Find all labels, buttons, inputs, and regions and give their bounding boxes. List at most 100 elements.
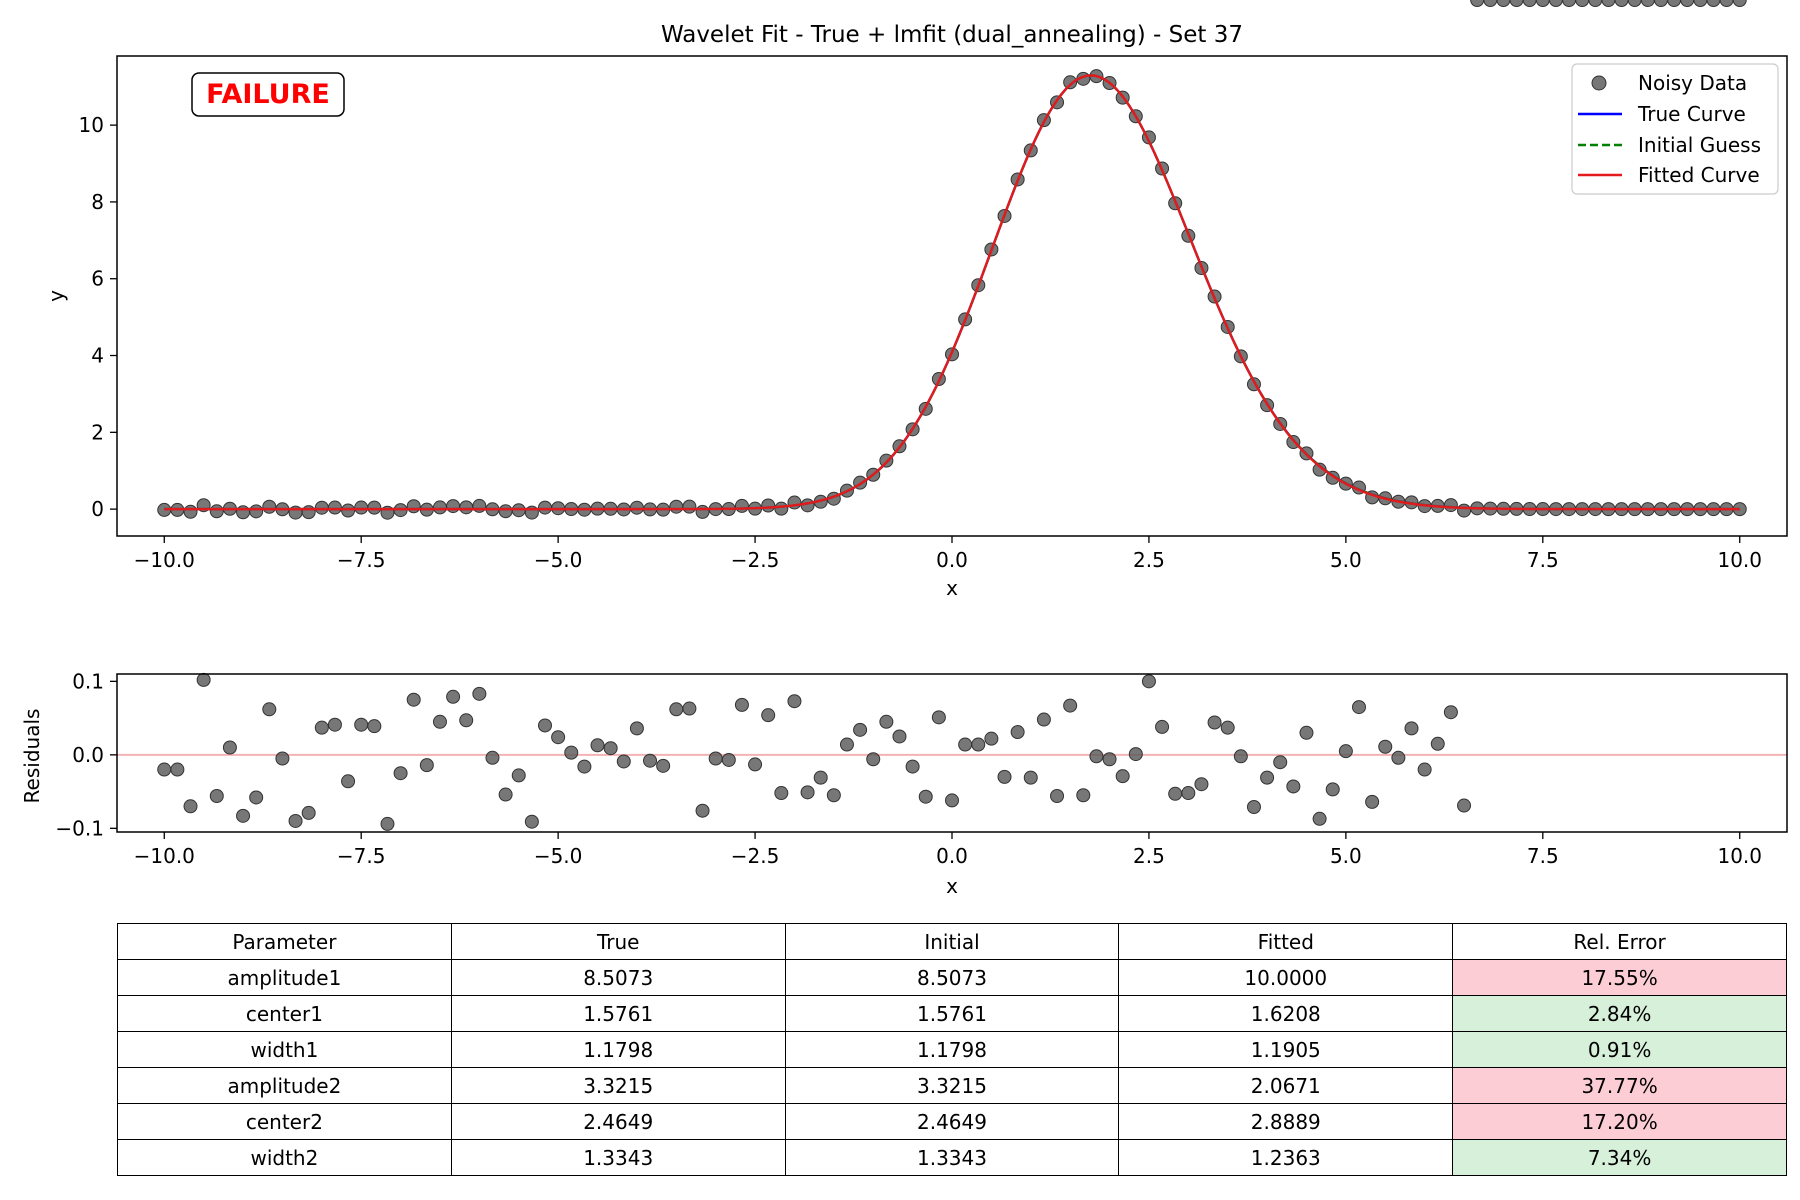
fitted-value-cell: 1.6208 bbox=[1118, 995, 1454, 1032]
noisy-data-point bbox=[262, 499, 277, 514]
residual-point bbox=[1141, 674, 1156, 689]
noisy-data-point bbox=[695, 504, 710, 519]
noisy-data-point bbox=[734, 498, 749, 513]
noisy-data-point bbox=[432, 500, 447, 515]
noisy-data-point bbox=[459, 500, 474, 515]
table-header-cell: Fitted bbox=[1118, 923, 1454, 960]
rel-error-cell: 17.20% bbox=[1452, 1103, 1787, 1140]
table-row: center1 1.5761 1.5761 1.6208 2.84% bbox=[117, 995, 1787, 1032]
noisy-data-point bbox=[1457, 503, 1472, 518]
residuals-plot: −10.0 −7.5 −5.0 −2.5 0.0 2.5 5.0 7.5 10.0 −0.1 0.0… bbox=[55, 0, 1787, 868]
residual-point bbox=[1378, 739, 1393, 754]
residuals-x-axis-label: x bbox=[946, 874, 958, 898]
residual-point bbox=[866, 752, 881, 767]
table-header-cell: Parameter bbox=[117, 923, 452, 960]
legend-marker-noisy-data bbox=[1591, 75, 1607, 91]
residuals-x-tick-label: 0.0 bbox=[936, 844, 968, 868]
residual-point bbox=[1693, 0, 1708, 7]
residual-point bbox=[262, 702, 277, 717]
residual-point bbox=[288, 813, 303, 828]
residual-point bbox=[616, 754, 631, 769]
main-y-tick-label: 2 bbox=[91, 420, 104, 444]
table-header-cell: Rel. Error bbox=[1452, 923, 1787, 960]
residual-point bbox=[1312, 811, 1327, 826]
fitted-value-cell: 1.1905 bbox=[1118, 1031, 1454, 1068]
residual-point bbox=[354, 717, 369, 732]
residual-point bbox=[419, 758, 434, 773]
residual-point bbox=[472, 686, 487, 701]
main-x-tick-label: 7.5 bbox=[1527, 548, 1559, 572]
failure-badge-text: FAILURE bbox=[206, 79, 330, 110]
residual-point bbox=[1168, 786, 1183, 801]
residual-point bbox=[1036, 712, 1051, 727]
residual-point bbox=[367, 719, 382, 734]
residual-point bbox=[813, 770, 828, 785]
residual-point bbox=[209, 788, 224, 803]
residual-point bbox=[314, 720, 329, 735]
noisy-data-point bbox=[538, 500, 552, 515]
residual-point bbox=[524, 814, 539, 829]
residual-point bbox=[1457, 798, 1472, 813]
residual-point bbox=[446, 689, 461, 704]
parameter-cell: amplitude2 bbox=[117, 1067, 452, 1104]
residual-point bbox=[249, 790, 264, 805]
residual-point bbox=[1246, 800, 1261, 815]
residual-point bbox=[1115, 769, 1130, 784]
residuals-x-tick-label: −5.0 bbox=[534, 844, 583, 868]
main-y-axis-label: y bbox=[44, 290, 68, 302]
main-y-tick-label: 4 bbox=[91, 344, 104, 368]
residual-point bbox=[918, 789, 933, 804]
residual-point bbox=[905, 759, 920, 774]
residual-point bbox=[301, 805, 316, 820]
residual-point bbox=[196, 672, 211, 687]
residual-point bbox=[669, 702, 684, 717]
noisy-data-point bbox=[1443, 498, 1458, 513]
residuals-y-tick-label: −0.1 bbox=[55, 816, 104, 840]
table-row: width1 1.1798 1.1798 1.1905 0.91% bbox=[117, 1031, 1787, 1068]
residual-point bbox=[393, 766, 408, 781]
figure: Wavelet Fit - True + lmfit (dual_anneali… bbox=[20, 0, 1788, 898]
residuals-x-tick-label: 7.5 bbox=[1527, 844, 1559, 868]
residual-point bbox=[511, 768, 526, 783]
table-row: width2 1.3343 1.3343 1.2363 7.34% bbox=[117, 1139, 1787, 1176]
residual-point bbox=[1614, 0, 1629, 7]
rel-error-cell: 0.91% bbox=[1452, 1031, 1787, 1068]
residual-point bbox=[603, 741, 618, 756]
residual-point bbox=[1522, 0, 1537, 7]
fitted-value-cell: 10.0000 bbox=[1118, 959, 1454, 996]
noisy-data-point bbox=[209, 504, 224, 519]
residual-point bbox=[1562, 0, 1577, 7]
residual-point bbox=[826, 788, 841, 803]
residuals-x-tick-label: 5.0 bbox=[1330, 844, 1362, 868]
residual-point bbox=[1443, 705, 1458, 720]
residual-point bbox=[1496, 0, 1511, 7]
residuals-axes-frame bbox=[116, 673, 1788, 833]
residual-point bbox=[1627, 0, 1642, 7]
main-x-tick-label: 5.0 bbox=[1330, 548, 1362, 572]
main-y-tick-label: 0 bbox=[91, 497, 104, 521]
table-row: amplitude2 3.3215 3.3215 2.0671 37.77% bbox=[117, 1067, 1787, 1104]
residual-point bbox=[1273, 755, 1288, 770]
residual-point bbox=[551, 730, 566, 745]
rel-error-cell: 17.55% bbox=[1452, 959, 1787, 996]
residual-point bbox=[1299, 725, 1314, 740]
residual-point bbox=[1325, 782, 1340, 797]
residual-point bbox=[748, 757, 763, 772]
residual-point bbox=[222, 740, 237, 755]
residual-point bbox=[485, 750, 500, 765]
noisy-data-point bbox=[183, 504, 198, 519]
noisy-data-point bbox=[446, 499, 461, 514]
rel-error-cell: 37.77% bbox=[1452, 1067, 1787, 1104]
table-row: amplitude1 8.5073 8.5073 10.0000 17.55% bbox=[117, 959, 1787, 996]
true-value-cell: 1.5761 bbox=[450, 995, 786, 1032]
table-header-cell: True bbox=[450, 923, 786, 960]
residual-point bbox=[787, 694, 802, 709]
residual-point bbox=[958, 737, 973, 752]
residuals-x-tick-label: −2.5 bbox=[731, 844, 780, 868]
failure-badge: FAILURE bbox=[191, 72, 345, 117]
legend-label-initial-guess: Initial Guess bbox=[1638, 133, 1761, 157]
residual-point bbox=[1391, 750, 1406, 765]
parameter-cell: center1 bbox=[117, 995, 452, 1032]
true-curve-line bbox=[164, 74, 1740, 511]
residual-point bbox=[380, 816, 395, 831]
